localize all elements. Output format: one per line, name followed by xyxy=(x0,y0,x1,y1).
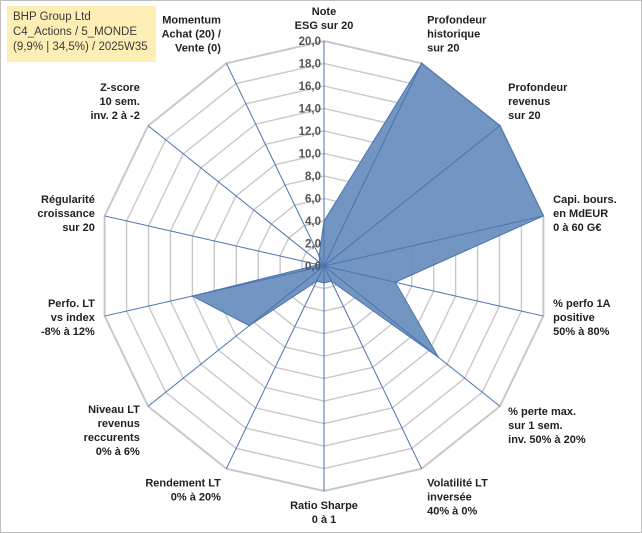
chart-title-box: BHP Group Ltd C4_Actions / 5_MONDE (9,9%… xyxy=(7,6,156,62)
axis-label-10-line-0: Perfo. LT xyxy=(48,298,95,310)
data-point-12 xyxy=(318,261,321,264)
data-point-3 xyxy=(542,215,545,217)
axis-label-12-line-0: Z-score xyxy=(100,82,140,94)
axis-spoke-13 xyxy=(225,63,325,267)
tick-label-5: 10,0 xyxy=(299,149,321,161)
data-point-6 xyxy=(330,280,333,283)
axis-spoke-2 xyxy=(323,125,501,267)
axis-label-7-line-0: Ratio Sharpe xyxy=(290,500,358,512)
axis-spoke-9 xyxy=(147,265,325,407)
axis-label-2-line-2: sur 20 xyxy=(508,110,540,122)
axis-label-13-line-1: Achat (20) / xyxy=(162,28,221,40)
axis-label-9-line-1: revenus xyxy=(98,418,140,430)
axis-label-5: % perte max. sur 1 sem. inv. 50% à 20% xyxy=(508,406,586,446)
data-point-4 xyxy=(394,281,397,284)
axis-label-11: Régularité croissance sur 20 xyxy=(37,194,94,234)
axis-spoke-3 xyxy=(323,215,544,267)
axis-label-10-line-2: -8% à 12% xyxy=(41,326,95,338)
axis-label-5-line-2: inv. 50% à 20% xyxy=(508,434,586,446)
tick-label-10: 20,0 xyxy=(299,36,321,48)
axis-label-1-line-0: Profondeur xyxy=(427,14,487,26)
axis-label-5-line-0: % perte max. xyxy=(508,406,576,418)
axis-label-11-line-2: sur 20 xyxy=(62,222,94,234)
tick-label-2: 4,0 xyxy=(305,216,321,228)
data-point-2 xyxy=(499,124,501,127)
axis-label-13-line-2: Vente (0) xyxy=(175,42,221,54)
axis-label-1-line-2: sur 20 xyxy=(427,42,459,54)
data-point-7 xyxy=(323,282,325,284)
axis-spoke-12 xyxy=(147,125,325,267)
axis-spoke-4 xyxy=(323,265,544,317)
axis-label-4-line-2: 50% à 80% xyxy=(553,326,609,338)
axis-label-8-line-1: 0% à 20% xyxy=(171,492,221,504)
data-point-13 xyxy=(318,255,320,257)
data-point-9 xyxy=(248,324,251,327)
title-line-period: (9,9% | 34,5%) / 2025W35 xyxy=(13,41,148,53)
axis-label-3-line-0: Capi. bours. xyxy=(553,194,617,206)
axis-label-0-line-0: Note xyxy=(312,6,336,18)
data-point-5 xyxy=(437,356,440,358)
axis-spoke-8 xyxy=(225,265,325,469)
tick-label-4: 8,0 xyxy=(305,171,321,183)
axis-label-12: Z-score 10 sem. inv. 2 à -2 xyxy=(91,82,140,122)
axis-label-12-line-1: 10 sem. xyxy=(99,96,139,108)
data-point-11 xyxy=(317,263,320,266)
tick-label-3: 6,0 xyxy=(305,194,321,206)
axis-spoke-1 xyxy=(323,63,423,267)
axis-label-7-line-1: 0 à 1 xyxy=(312,514,336,526)
data-point-10 xyxy=(191,295,194,297)
data-point-0 xyxy=(323,220,325,222)
axis-label-1: Profondeur historique sur 20 xyxy=(427,14,487,54)
axis-label-9: Niveau LT revenus reccurents 0% à 6% xyxy=(84,404,141,458)
axis-label-4: % perfo 1A positive 50% à 80% xyxy=(553,298,611,338)
axis-label-7: Ratio Sharpe 0 à 1 xyxy=(290,500,358,526)
axis-label-11-line-0: Régularité xyxy=(41,194,95,206)
axis-label-0-line-1: ESG sur 20 xyxy=(295,20,354,32)
axis-label-6-line-2: 40% à 0% xyxy=(427,506,477,518)
axis-label-6-line-1: inversée xyxy=(427,492,472,504)
axis-label-3: Capi. bours. en MdEUR 0 à 60 G€ xyxy=(553,194,617,234)
axis-label-13-line-0: Momentum xyxy=(162,14,221,26)
axis-label-9-line-0: Niveau LT xyxy=(88,404,140,416)
axis-label-2-line-1: revenus xyxy=(508,96,550,108)
axis-label-11-line-1: croissance xyxy=(37,208,94,220)
tick-label-0: 0,0 xyxy=(305,261,321,273)
axis-label-5-line-1: sur 1 sem. xyxy=(508,420,562,432)
axis-label-0: Note ESG sur 20 xyxy=(295,6,354,32)
tick-label-6: 12,0 xyxy=(299,126,321,138)
tick-label-8: 16,0 xyxy=(299,81,321,93)
axis-label-8-line-0: Rendement LT xyxy=(145,478,221,490)
tick-label-9: 18,0 xyxy=(299,59,321,71)
axis-label-10: Perfo. LT vs index -8% à 12% xyxy=(41,298,96,338)
data-series-area xyxy=(190,62,545,358)
axis-label-6-line-0: Volatilité LT xyxy=(427,478,488,490)
axis-label-6: Volatilité LT inversée 40% à 0% xyxy=(427,478,488,518)
title-line-category: C4_Actions / 5_MONDE xyxy=(13,26,137,38)
axis-label-3-line-2: 0 à 60 G€ xyxy=(553,222,601,234)
data-point-8 xyxy=(315,280,318,283)
axis-label-1-line-1: historique xyxy=(427,28,480,40)
axis-label-13: Momentum Achat (20) / Vente (0) xyxy=(162,14,222,54)
title-line-company: BHP Group Ltd xyxy=(13,11,91,23)
axis-label-8: Rendement LT 0% à 20% xyxy=(145,478,221,504)
axis-label-2-line-0: Profondeur xyxy=(508,82,568,94)
axis-label-9-line-2: reccurents xyxy=(84,432,140,444)
axis-spoke-10 xyxy=(104,265,325,317)
axis-label-2: Profondeur revenus sur 20 xyxy=(508,82,568,122)
axis-label-10-line-1: vs index xyxy=(51,312,96,324)
axis-spoke-6 xyxy=(323,265,423,469)
axis-label-4-line-1: positive xyxy=(553,312,595,324)
axis-label-9-line-3: 0% à 6% xyxy=(96,446,140,458)
axis-label-3-line-1: en MdEUR xyxy=(553,208,608,220)
tick-label-7: 14,0 xyxy=(299,104,321,116)
tick-label-1: 2,0 xyxy=(305,239,321,251)
axis-label-4-line-0: % perfo 1A xyxy=(553,298,611,310)
axis-spoke-11 xyxy=(104,215,325,267)
data-point-1 xyxy=(420,62,423,65)
axis-spoke-5 xyxy=(323,265,501,407)
axis-label-12-line-2: inv. 2 à -2 xyxy=(91,110,140,122)
